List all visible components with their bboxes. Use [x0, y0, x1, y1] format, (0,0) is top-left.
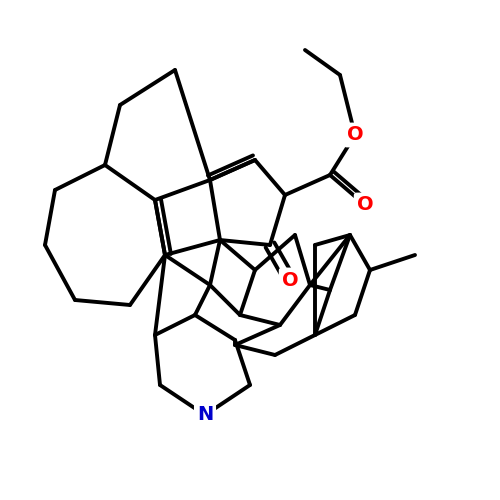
Text: O: O	[282, 270, 298, 289]
Text: N: N	[197, 406, 213, 424]
Text: O: O	[356, 196, 374, 214]
Text: O: O	[346, 126, 364, 144]
